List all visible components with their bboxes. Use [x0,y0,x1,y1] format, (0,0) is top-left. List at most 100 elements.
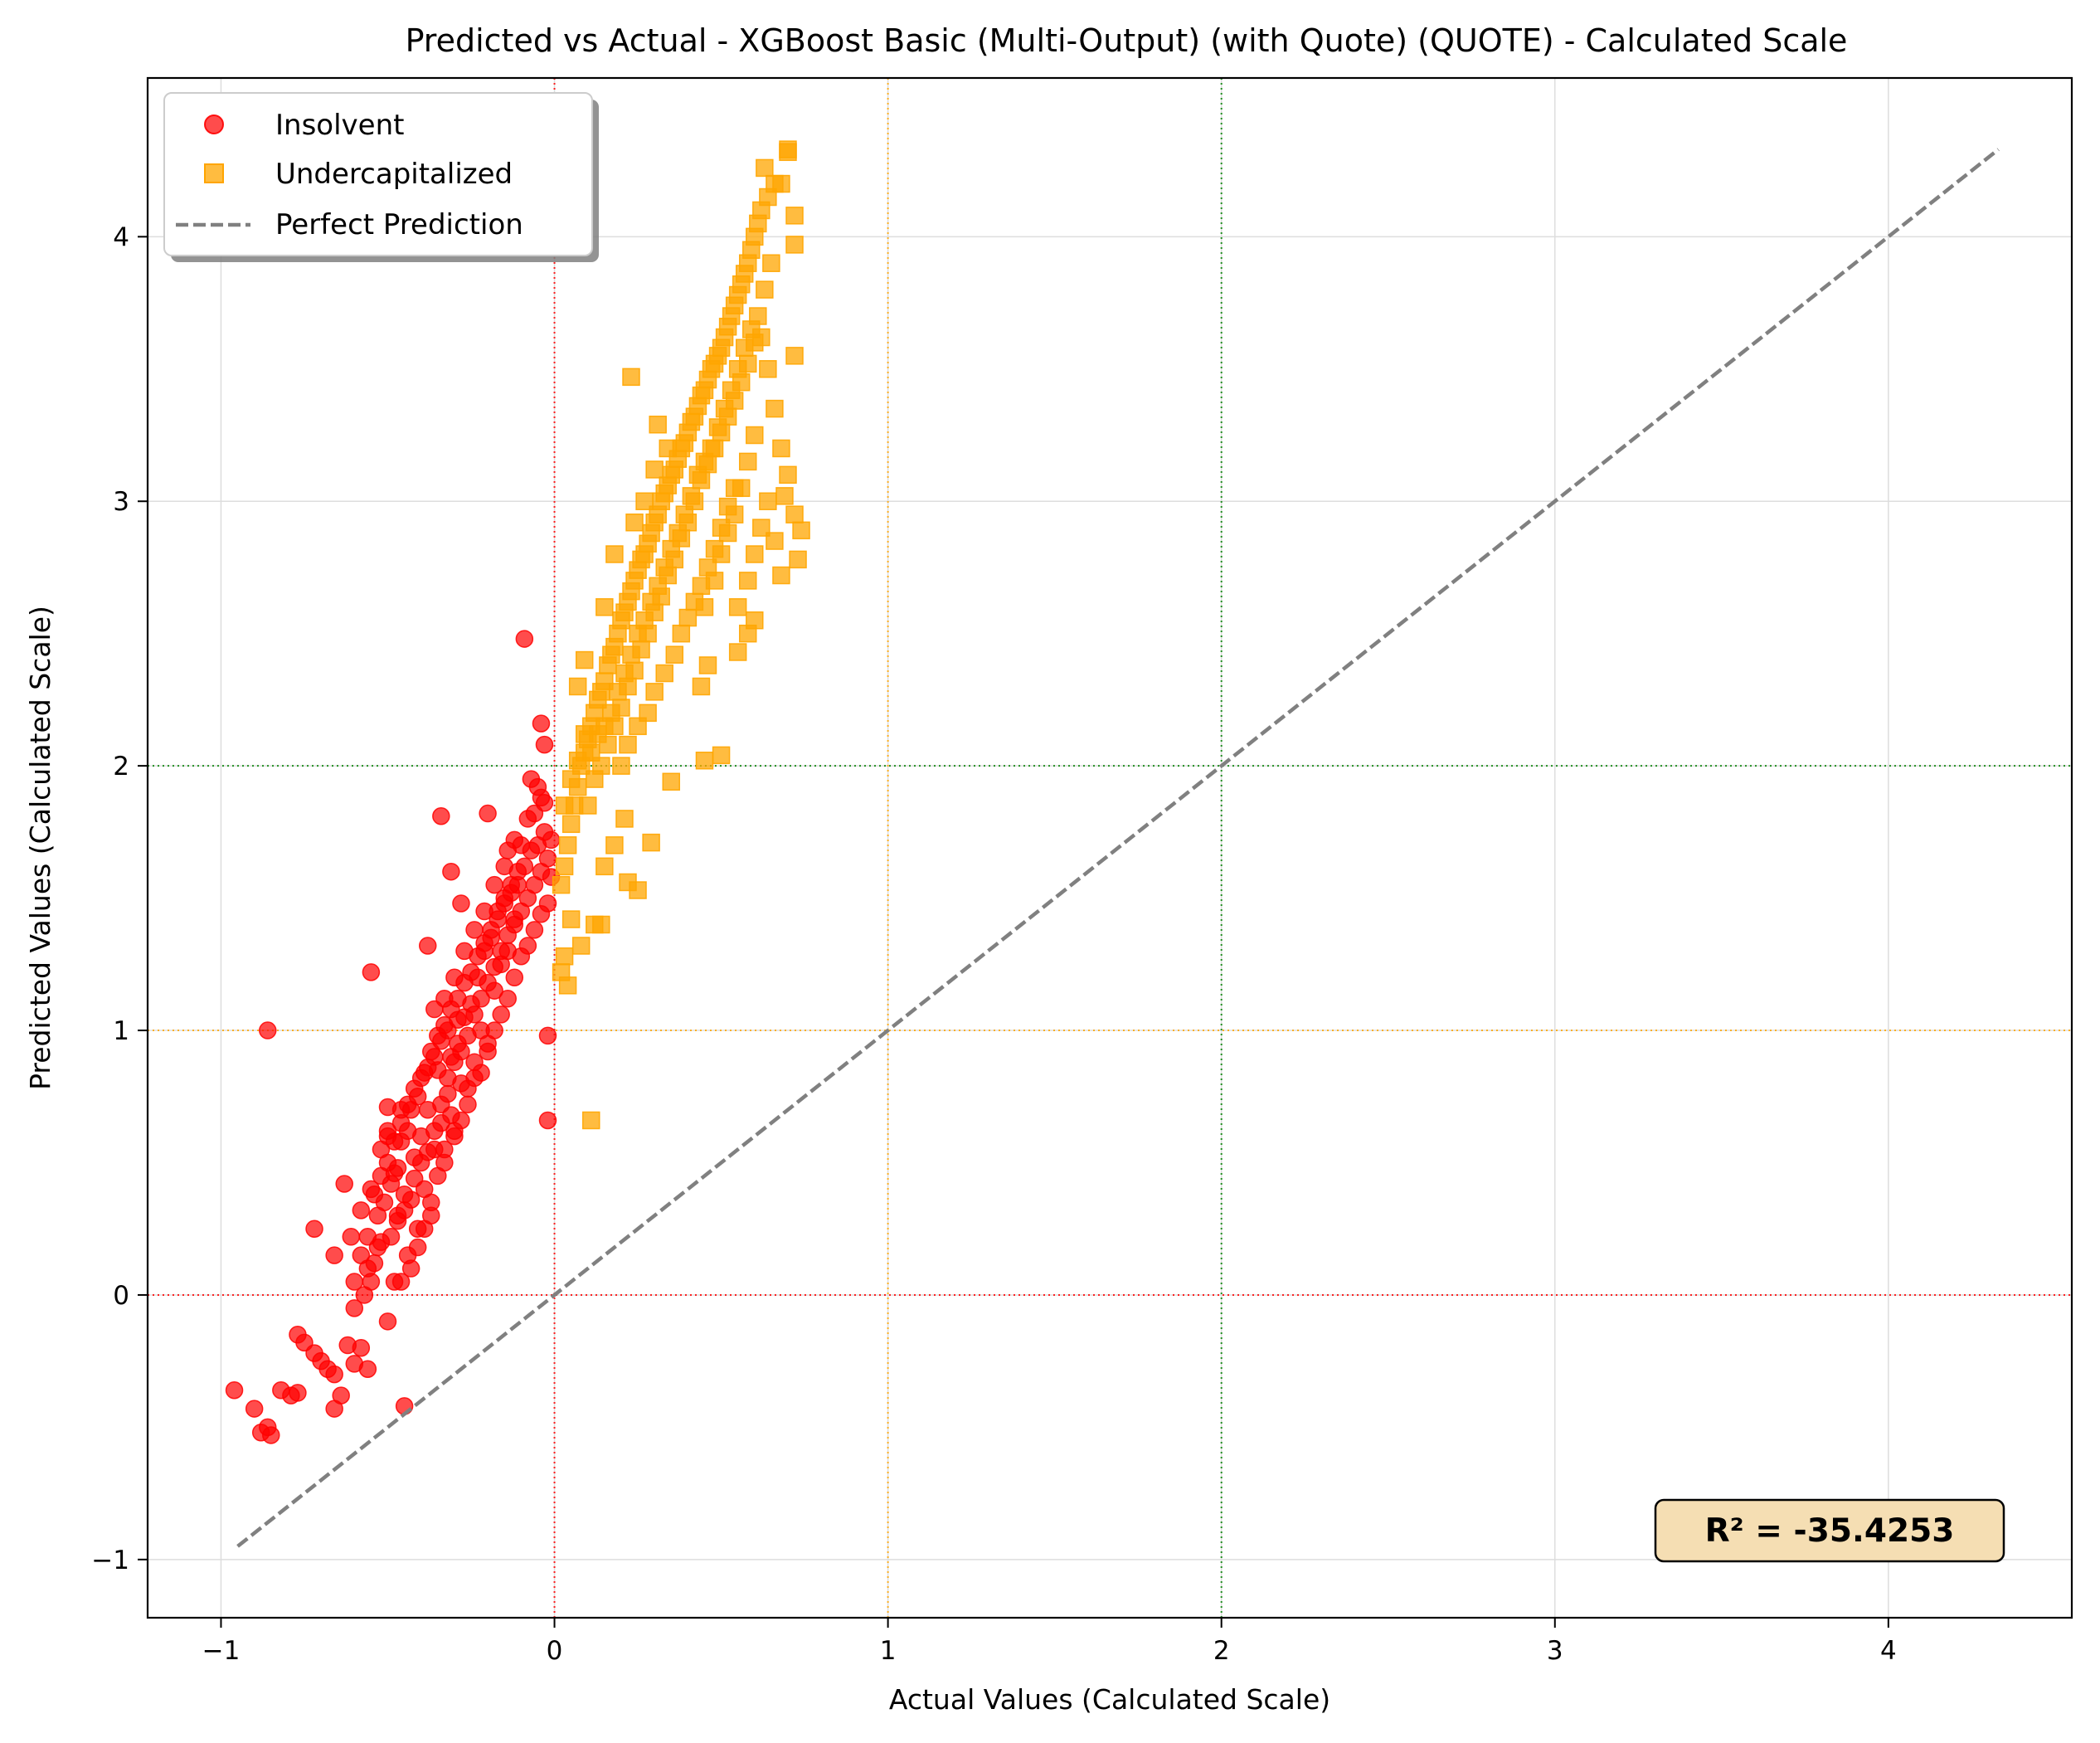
insolvent-point [538,894,557,913]
undercapitalized-point [592,915,610,934]
insolvent-point [518,937,537,955]
undercapitalized-point [712,423,731,442]
insolvent-point [459,1095,477,1114]
undercapitalized-point [595,598,614,616]
undercapitalized-point [725,479,744,498]
insolvent-point [401,1259,420,1278]
undercapitalized-point [738,354,757,373]
undercapitalized-point [712,519,731,537]
insolvent-point [472,990,490,1008]
undercapitalized-point [561,770,581,788]
insolvent-point [245,1400,264,1418]
insolvent-point [289,1384,307,1402]
undercapitalized-point [568,677,587,696]
insolvent-point [352,1201,371,1220]
legend-undercapitalized-marker [204,163,224,183]
insolvent-point [391,1273,411,1291]
undercapitalized-point [728,598,747,616]
insolvent-point [345,1299,364,1317]
undercapitalized-point [752,328,770,347]
y-tick-label: 3 [113,487,129,517]
insolvent-point [542,830,561,850]
undercapitalized-point [625,661,644,680]
legend-perfect-label: Perfect Prediction [275,208,523,241]
y-tick-label: 4 [113,222,129,252]
insolvent-point [335,1175,353,1193]
undercapitalized-point [552,963,571,981]
undercapitalized-point [635,492,654,510]
insolvent-point [262,1426,280,1444]
undercapitalized-point [685,592,704,611]
insolvent-point [358,1360,377,1378]
insolvent-point [422,1193,440,1212]
undercapitalized-point [662,772,681,791]
insolvent-point [535,735,554,754]
insolvent-point [325,1246,343,1264]
insolvent-point [355,1286,374,1304]
undercapitalized-point [599,735,617,754]
insolvent-point [305,1220,323,1238]
x-tick-label: 1 [880,1636,897,1666]
insolvent-point [462,963,480,981]
undercapitalized-point [639,624,657,643]
insolvent-point [378,1312,397,1331]
perfect-prediction-line [236,148,2000,1548]
insolvent-point [522,770,541,788]
undercapitalized-point [695,752,714,770]
undercapitalized-point [772,566,790,585]
undercapitalized-point [629,717,647,736]
insolvent-point [258,1021,277,1039]
undercapitalized-point [645,603,664,621]
x-axis-label: Actual Values (Calculated Scale) [889,1683,1330,1716]
insolvent-point [391,1113,411,1132]
insolvent-point [515,857,534,876]
undercapitalized-point [612,699,630,717]
undercapitalized-point [752,519,770,537]
undercapitalized-point [762,254,780,272]
insolvent-point [365,1186,384,1204]
undercapitalized-point [785,347,804,365]
undercapitalized-point [685,492,704,510]
undercapitalized-point [561,815,581,834]
undercapitalized-point [645,683,664,701]
undercapitalized-point [766,399,784,418]
undercapitalized-point [642,833,660,852]
undercapitalized-point [725,392,744,410]
undercapitalized-point [578,796,597,815]
insolvent-point [452,894,470,913]
insolvent-point [525,921,544,939]
undercapitalized-point [785,505,804,523]
undercapitalized-point [629,881,647,899]
undercapitalized-point [612,757,630,775]
undercapitalized-point [595,857,614,876]
undercapitalized-point [571,937,591,955]
undercapitalized-point [605,545,624,563]
x-tick-label: −1 [202,1636,241,1666]
insolvent-point [479,804,497,823]
undercapitalized-point [712,746,731,765]
insolvent-point [479,1042,497,1061]
undercapitalized-point [718,497,737,516]
undercapitalized-point [718,407,737,426]
undercapitalized-point [756,158,774,178]
r2-annotation-box [1654,1498,2005,1563]
y-tick-label: 0 [113,1281,129,1311]
undercapitalized-point [619,735,637,754]
insolvent-point [485,1021,503,1039]
r2-annotation-text: R² = -35.4253 [1705,1512,1955,1550]
insolvent-point [439,1069,457,1088]
undercapitalized-point [756,280,774,299]
undercapitalized-point [575,650,594,669]
undercapitalized-point [746,426,764,445]
undercapitalized-point [792,521,810,540]
insolvent-point [332,1386,350,1405]
tick-layer: −1 0 1 2 3 4 −1 0 1 2 3 4 [91,222,1896,1666]
undercapitalized-point [732,372,751,392]
insolvent-point [415,1220,434,1238]
undercapitalized-point [746,545,764,563]
plot-frame [146,76,2073,1619]
x-tick-label: 2 [1213,1636,1230,1666]
undercapitalized-point [659,566,677,585]
